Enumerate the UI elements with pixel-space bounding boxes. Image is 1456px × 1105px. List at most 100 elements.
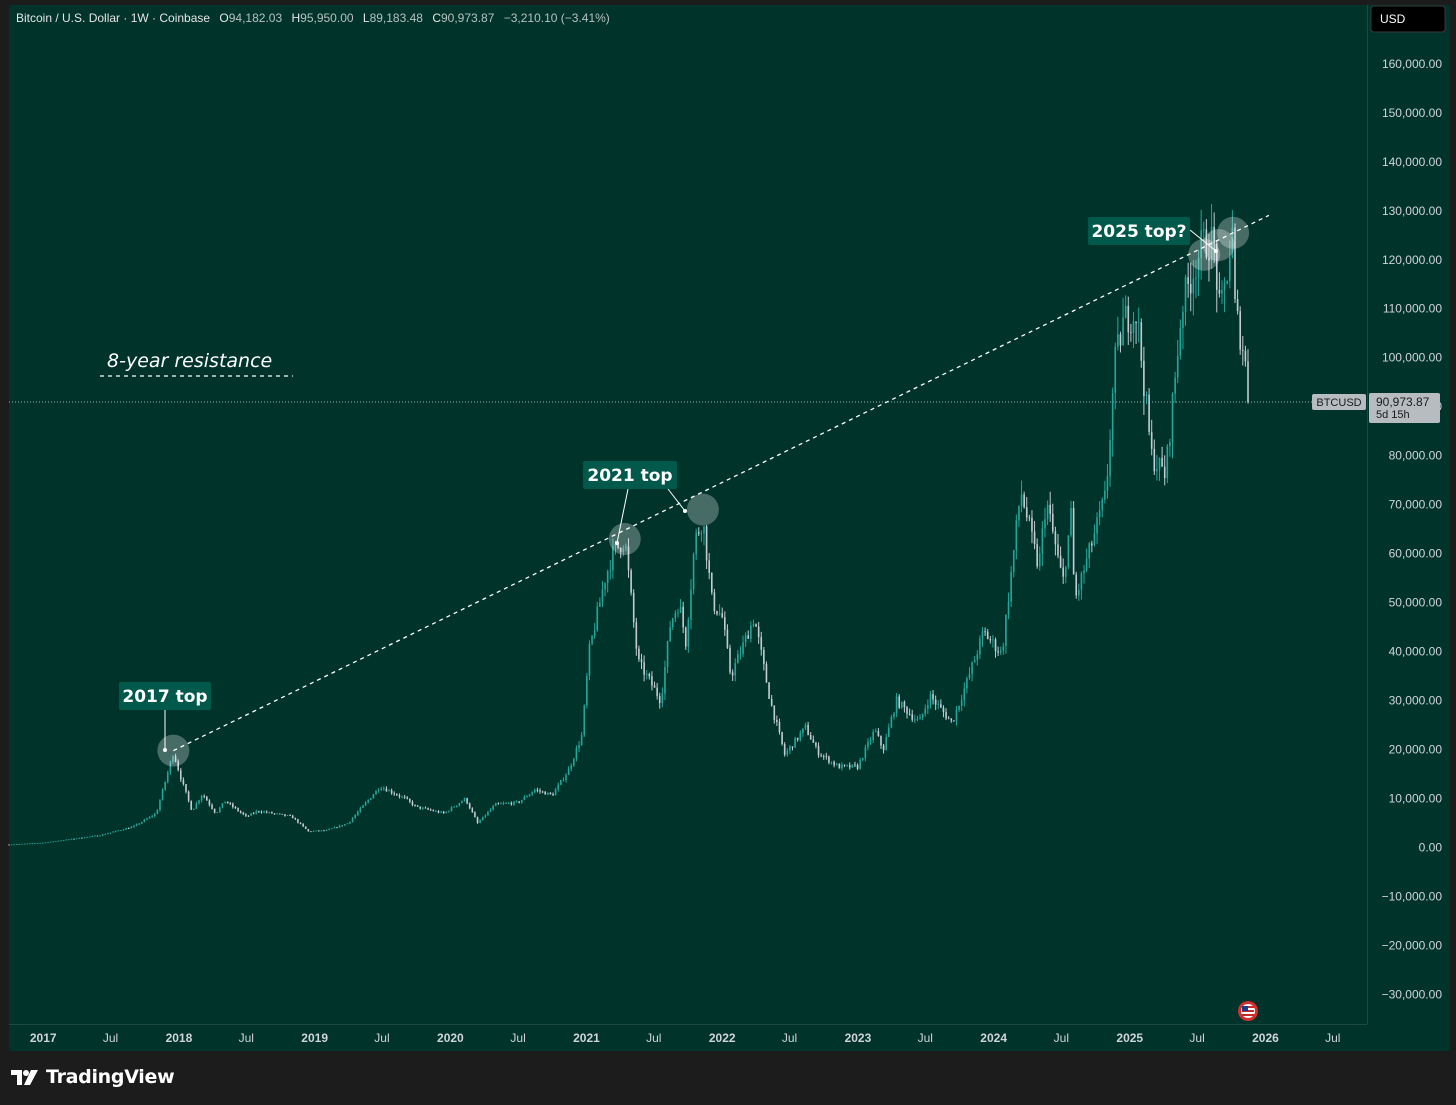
candle-body — [237, 808, 239, 812]
price-scale[interactable] — [1367, 5, 1450, 1024]
candle-body — [10, 844, 13, 846]
candle-body — [536, 789, 539, 791]
candle — [185, 783, 187, 794]
currency-button-label: USD — [1380, 12, 1406, 26]
candle — [1046, 500, 1049, 526]
candle-body — [500, 803, 502, 805]
x-tick-label: 2022 — [709, 1031, 736, 1045]
annotation-2017-top[interactable]: 2017 top — [119, 682, 211, 752]
candle-body — [664, 666, 666, 694]
candle-body — [148, 816, 151, 819]
candle-body — [640, 659, 643, 663]
candle-body — [994, 639, 997, 652]
last-price-tag[interactable]: BTCUSD 90,973.87 5d 15h — [1312, 392, 1440, 423]
candle — [515, 800, 518, 803]
candle-body — [1078, 589, 1080, 596]
candle-body — [461, 801, 463, 804]
top-highlight-circle — [1217, 216, 1250, 249]
candle-body — [333, 827, 336, 829]
candle-body — [651, 676, 653, 686]
candle-body — [364, 802, 367, 806]
candle — [648, 672, 651, 680]
candle-body — [448, 810, 450, 812]
resistance-note[interactable]: 8-year resistance — [100, 350, 293, 377]
candle — [804, 722, 807, 731]
candle — [638, 645, 640, 662]
candle — [940, 699, 942, 709]
candle — [304, 826, 307, 830]
candle-body — [211, 804, 213, 809]
us-flag-icon[interactable] — [1238, 1001, 1258, 1021]
candle-body — [880, 735, 882, 746]
candle — [422, 806, 424, 811]
candle — [99, 835, 101, 837]
x-tick-label: Jul — [1325, 1031, 1340, 1045]
candle — [219, 806, 221, 813]
candle-body — [390, 790, 393, 794]
candle — [916, 715, 919, 722]
candle-body — [127, 828, 130, 830]
candle — [1064, 565, 1067, 584]
candle-body — [1085, 558, 1088, 571]
candle-body — [1156, 469, 1158, 472]
candle — [505, 802, 507, 804]
candle — [336, 826, 338, 829]
brand[interactable]: TradingView — [10, 1066, 175, 1088]
candle — [867, 738, 869, 751]
candle — [815, 741, 817, 749]
candle — [929, 690, 932, 709]
candle-body — [16, 844, 18, 845]
candle-body — [927, 705, 929, 709]
candle — [1244, 345, 1247, 367]
candle-body — [341, 825, 343, 827]
candle — [880, 735, 882, 749]
candle-body — [55, 841, 57, 842]
candle-body — [901, 701, 903, 708]
candle — [414, 804, 416, 807]
candle-body — [992, 639, 994, 641]
price-tag-symbol: BTCUSD — [1316, 397, 1361, 409]
candle — [18, 843, 21, 845]
candle-body — [1002, 646, 1005, 651]
candle — [224, 801, 226, 804]
candle — [448, 810, 450, 813]
candle — [966, 676, 968, 694]
candle-body — [1064, 567, 1067, 577]
candle-body — [898, 696, 901, 708]
annotation-pointer — [1189, 229, 1217, 252]
symbol-legend[interactable]: Bitcoin / U.S. Dollar · 1W · Coinbase O9… — [16, 11, 610, 25]
candle — [518, 801, 520, 804]
candle — [934, 695, 937, 711]
candle-body — [62, 840, 65, 841]
time-scale[interactable] — [9, 1024, 1450, 1051]
candle-body — [52, 841, 55, 843]
candle-body — [416, 805, 419, 807]
candle — [1179, 319, 1182, 360]
candle-body — [1023, 494, 1025, 508]
candle — [744, 632, 747, 647]
candle — [893, 711, 895, 720]
plot-area[interactable] — [9, 5, 1367, 1024]
candle-body — [1145, 394, 1148, 397]
candle — [573, 757, 575, 767]
candle — [531, 791, 534, 796]
currency-button[interactable]: USD — [1370, 5, 1446, 33]
candle-body — [122, 829, 125, 831]
candle — [942, 705, 945, 718]
candle — [841, 762, 843, 771]
candle — [213, 808, 216, 814]
candle-body — [612, 546, 614, 571]
candle-body — [370, 798, 372, 800]
annotation-2025-top[interactable]: 2025 top? — [1088, 217, 1218, 253]
candle — [609, 559, 612, 580]
candle-body — [643, 662, 645, 675]
annotation-2021-top[interactable]: 2021 top — [583, 461, 687, 545]
candle-body — [203, 795, 206, 797]
candle — [13, 844, 16, 846]
resistance-trendline[interactable] — [173, 214, 1270, 752]
candle-body — [520, 799, 523, 803]
candle — [781, 731, 783, 746]
candle — [445, 811, 448, 814]
x-tick-label: Jul — [510, 1031, 525, 1045]
candle-body — [1200, 230, 1202, 258]
